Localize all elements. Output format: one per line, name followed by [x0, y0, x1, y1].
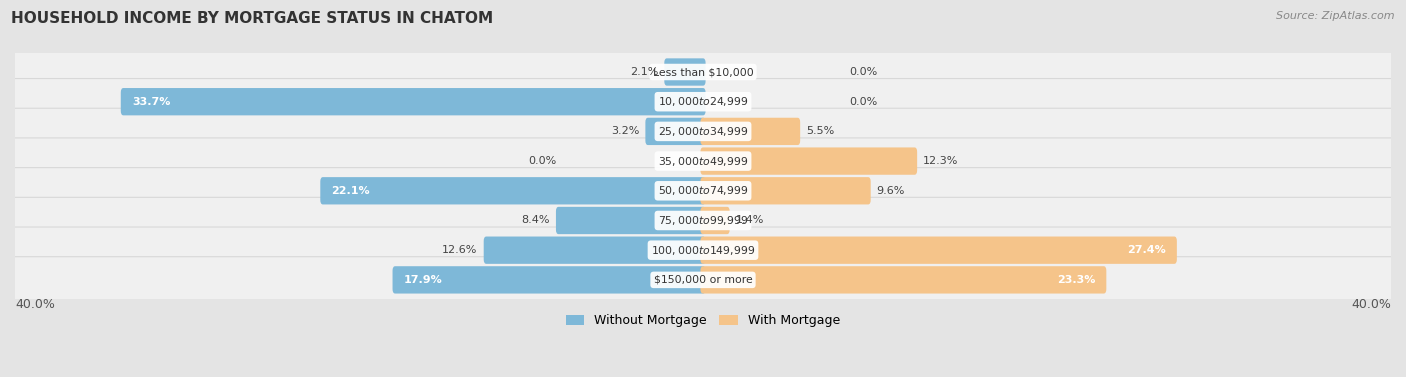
Text: 22.1%: 22.1%: [332, 186, 370, 196]
Text: 12.6%: 12.6%: [443, 245, 478, 255]
FancyBboxPatch shape: [700, 118, 800, 145]
FancyBboxPatch shape: [121, 88, 706, 115]
FancyBboxPatch shape: [10, 108, 1396, 155]
Text: 8.4%: 8.4%: [522, 216, 550, 225]
Text: 0.0%: 0.0%: [849, 97, 877, 107]
Text: 17.9%: 17.9%: [404, 275, 443, 285]
Text: $75,000 to $99,999: $75,000 to $99,999: [658, 214, 748, 227]
Text: 1.4%: 1.4%: [735, 216, 763, 225]
FancyBboxPatch shape: [484, 236, 706, 264]
Text: 12.3%: 12.3%: [924, 156, 959, 166]
FancyBboxPatch shape: [700, 266, 1107, 294]
Text: 23.3%: 23.3%: [1057, 275, 1095, 285]
Legend: Without Mortgage, With Mortgage: Without Mortgage, With Mortgage: [561, 310, 845, 333]
FancyBboxPatch shape: [10, 227, 1396, 273]
Text: 3.2%: 3.2%: [612, 126, 640, 136]
FancyBboxPatch shape: [10, 168, 1396, 214]
FancyBboxPatch shape: [10, 138, 1396, 184]
Text: $150,000 or more: $150,000 or more: [654, 275, 752, 285]
FancyBboxPatch shape: [664, 58, 706, 86]
Text: $10,000 to $24,999: $10,000 to $24,999: [658, 95, 748, 108]
Text: $50,000 to $74,999: $50,000 to $74,999: [658, 184, 748, 197]
FancyBboxPatch shape: [555, 207, 706, 234]
Text: $100,000 to $149,999: $100,000 to $149,999: [651, 244, 755, 257]
FancyBboxPatch shape: [700, 177, 870, 204]
FancyBboxPatch shape: [10, 197, 1396, 244]
FancyBboxPatch shape: [700, 147, 917, 175]
Text: Source: ZipAtlas.com: Source: ZipAtlas.com: [1277, 11, 1395, 21]
FancyBboxPatch shape: [700, 236, 1177, 264]
FancyBboxPatch shape: [392, 266, 706, 294]
Text: 0.0%: 0.0%: [529, 156, 557, 166]
Text: 2.1%: 2.1%: [630, 67, 658, 77]
Text: $25,000 to $34,999: $25,000 to $34,999: [658, 125, 748, 138]
FancyBboxPatch shape: [10, 49, 1396, 95]
Text: 40.0%: 40.0%: [15, 298, 55, 311]
Text: 27.4%: 27.4%: [1128, 245, 1166, 255]
Text: 0.0%: 0.0%: [849, 67, 877, 77]
Text: $35,000 to $49,999: $35,000 to $49,999: [658, 155, 748, 168]
FancyBboxPatch shape: [10, 257, 1396, 303]
FancyBboxPatch shape: [645, 118, 706, 145]
Text: HOUSEHOLD INCOME BY MORTGAGE STATUS IN CHATOM: HOUSEHOLD INCOME BY MORTGAGE STATUS IN C…: [11, 11, 494, 26]
Text: 9.6%: 9.6%: [877, 186, 905, 196]
FancyBboxPatch shape: [321, 177, 706, 204]
Text: 33.7%: 33.7%: [132, 97, 170, 107]
Text: 40.0%: 40.0%: [1351, 298, 1391, 311]
FancyBboxPatch shape: [700, 207, 730, 234]
FancyBboxPatch shape: [10, 78, 1396, 125]
Text: Less than $10,000: Less than $10,000: [652, 67, 754, 77]
Text: 5.5%: 5.5%: [806, 126, 834, 136]
